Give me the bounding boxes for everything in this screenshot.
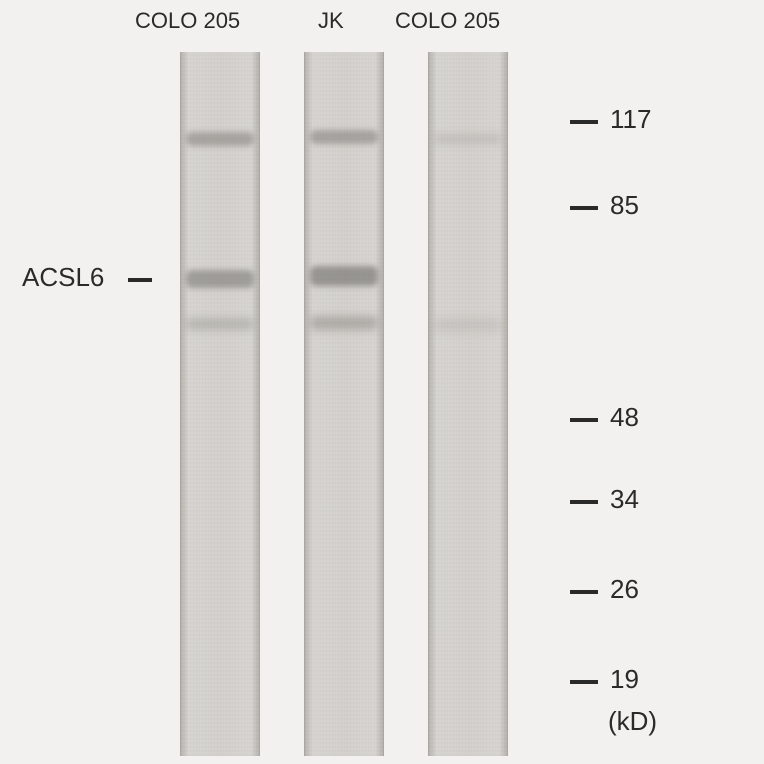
marker-label: 26 (610, 574, 639, 605)
band (310, 316, 379, 330)
marker-tick (570, 418, 598, 422)
marker-label: 19 (610, 664, 639, 695)
blot-figure: COLO 205 JK COLO 205 ACSL6 117 85 48 34 … (0, 0, 764, 764)
marker-label: 34 (610, 484, 639, 515)
band (434, 134, 503, 144)
marker-tick (570, 590, 598, 594)
lane-label-1: COLO 205 (135, 8, 240, 34)
marker-label: 117 (610, 104, 651, 135)
band (186, 132, 255, 146)
lane-texture (305, 52, 383, 756)
marker-tick (570, 680, 598, 684)
lane-1 (180, 52, 260, 756)
lane-texture (429, 52, 507, 756)
lane-2 (304, 52, 384, 756)
lane-label-3: COLO 205 (395, 8, 500, 34)
marker-tick (570, 120, 598, 124)
lane-3 (428, 52, 508, 756)
band (186, 270, 255, 288)
lane-texture (181, 52, 259, 756)
marker-tick (570, 500, 598, 504)
antibody-label: ACSL6 (22, 262, 104, 293)
band (310, 266, 379, 286)
marker-label: 85 (610, 190, 639, 221)
marker-tick (570, 206, 598, 210)
band (434, 320, 503, 330)
unit-label: (kD) (608, 706, 657, 737)
marker-label: 48 (610, 402, 639, 433)
band (186, 318, 255, 330)
band (310, 130, 379, 144)
antibody-tick (128, 278, 152, 282)
lane-label-2: JK (318, 8, 344, 34)
